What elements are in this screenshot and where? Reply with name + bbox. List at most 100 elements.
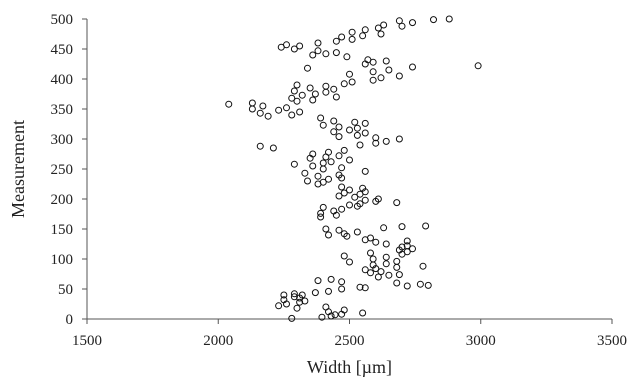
data-point: [259, 102, 267, 110]
data-point: [424, 281, 432, 289]
data-point: [409, 19, 416, 27]
data-point: [314, 39, 322, 47]
data-point: [319, 178, 327, 186]
data-point: [340, 80, 348, 88]
data-point: [340, 230, 348, 238]
data-point: [335, 152, 343, 160]
x-axis-title: Width [µm]: [307, 357, 392, 377]
y-tick-label: 500: [51, 12, 74, 28]
data-point: [283, 41, 290, 49]
data-point: [290, 160, 298, 168]
data-point: [382, 240, 390, 248]
data-point: [322, 88, 330, 96]
data-point: [353, 131, 361, 139]
data-point: [422, 222, 430, 230]
data-point: [332, 37, 340, 45]
data-point: [346, 70, 353, 78]
data-point: [367, 249, 374, 257]
data-points: [225, 15, 482, 322]
y-tick-label: 250: [51, 162, 74, 178]
data-point: [293, 97, 301, 105]
data-point: [319, 121, 327, 129]
data-point: [325, 175, 332, 183]
data-point: [322, 303, 330, 311]
data-point: [280, 296, 288, 304]
data-point: [409, 245, 416, 253]
data-point: [335, 133, 343, 141]
data-point: [369, 76, 377, 84]
data-point: [288, 94, 296, 102]
data-point: [361, 119, 369, 127]
data-point: [385, 66, 393, 74]
data-point: [361, 266, 369, 274]
data-point: [419, 262, 427, 270]
data-point: [322, 82, 330, 90]
data-point: [301, 297, 309, 305]
y-tick-label: 0: [66, 312, 74, 328]
data-point: [380, 21, 388, 29]
data-point: [377, 268, 385, 276]
data-point: [325, 231, 332, 239]
data-point: [311, 289, 319, 297]
data-point: [359, 184, 367, 192]
data-point: [335, 123, 343, 131]
data-point: [338, 205, 346, 213]
data-point: [346, 258, 353, 266]
data-point: [346, 201, 353, 209]
data-point: [309, 51, 317, 59]
data-point: [256, 109, 264, 117]
data-point: [309, 150, 317, 158]
data-point: [330, 117, 338, 125]
data-point: [382, 253, 390, 261]
data-point: [340, 252, 348, 260]
y-tick-label: 450: [51, 42, 74, 58]
data-point: [409, 63, 416, 71]
x-tick-label: 3500: [597, 333, 627, 349]
data-point: [361, 284, 369, 292]
y-tick-label: 50: [58, 282, 73, 298]
data-point: [288, 111, 296, 119]
data-point: [416, 280, 424, 288]
data-point: [398, 223, 406, 231]
data-point: [314, 172, 322, 180]
data-point: [335, 171, 343, 179]
data-point: [359, 309, 367, 317]
data-point: [377, 74, 385, 82]
data-point: [298, 91, 306, 99]
data-point: [327, 275, 335, 283]
data-point: [403, 282, 411, 290]
y-tick-label: 200: [51, 192, 74, 208]
data-point: [340, 146, 348, 154]
data-point: [361, 167, 369, 175]
x-tick-label: 2500: [335, 333, 365, 349]
data-point: [361, 26, 369, 34]
data-point: [318, 313, 326, 321]
data-point: [346, 126, 353, 134]
data-point: [290, 293, 298, 301]
data-point: [264, 112, 272, 120]
data-point: [317, 114, 325, 122]
data-point: [317, 213, 325, 221]
data-point: [346, 156, 353, 164]
y-tick-label: 350: [51, 102, 74, 118]
data-point: [304, 64, 311, 72]
data-point: [374, 24, 382, 32]
data-point: [330, 207, 338, 215]
data-point: [353, 228, 361, 236]
data-point: [325, 287, 332, 295]
x-tick-label: 1500: [72, 333, 102, 349]
data-point: [395, 72, 403, 80]
data-point: [296, 42, 304, 50]
data-point: [367, 234, 374, 242]
data-point: [348, 28, 356, 36]
data-point: [304, 177, 311, 185]
data-point: [290, 290, 298, 298]
data-point: [356, 283, 364, 291]
data-point: [319, 165, 327, 173]
data-point: [374, 273, 382, 281]
data-point: [398, 243, 406, 251]
data-point: [288, 314, 296, 322]
data-point: [332, 49, 340, 57]
y-tick-label: 150: [51, 222, 74, 238]
data-point: [338, 278, 346, 286]
